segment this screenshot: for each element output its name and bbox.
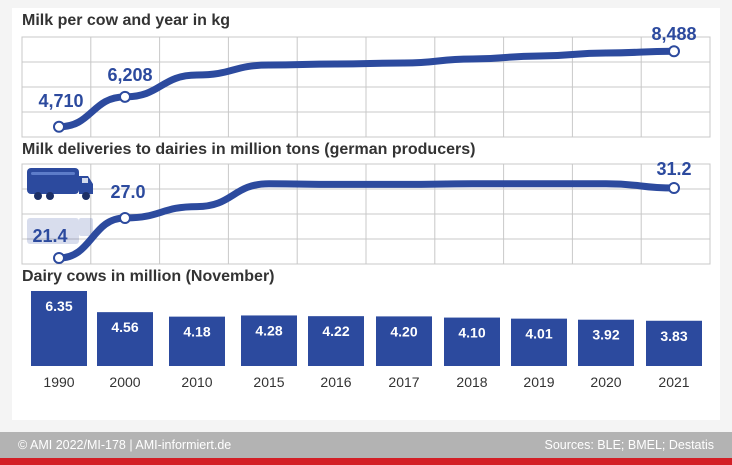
bar-label-2015: 4.28 bbox=[255, 322, 282, 338]
bar-2016 bbox=[308, 316, 364, 366]
footer-sources: Sources: BLE; BMEL; Destatis bbox=[544, 438, 714, 452]
bar-2017 bbox=[376, 316, 432, 366]
milk-truck-icon bbox=[27, 168, 93, 244]
bar-2000 bbox=[97, 312, 153, 366]
data-point-1990 bbox=[53, 120, 65, 133]
bar-2015 bbox=[241, 315, 297, 366]
data-point-2021 bbox=[668, 182, 680, 194]
footer-bar: © AMI 2022/MI-178 | AMI-informiert.de So… bbox=[0, 432, 732, 458]
bar-label-1990: 6.35 bbox=[45, 298, 72, 314]
x-tick-2020: 2020 bbox=[590, 374, 621, 390]
x-tick-2010: 2010 bbox=[181, 374, 212, 390]
bar-label-2000: 4.56 bbox=[111, 319, 138, 335]
bar-2010 bbox=[169, 316, 225, 366]
data-label-2000: 6,208 bbox=[107, 65, 152, 85]
data-point-1990 bbox=[53, 252, 65, 264]
x-tick-2021: 2021 bbox=[658, 374, 689, 390]
chart-title-milk-per-cow: Milk per cow and year in kg bbox=[22, 12, 231, 29]
x-tick-2019: 2019 bbox=[523, 374, 554, 390]
bar-2018 bbox=[444, 317, 500, 366]
bar-label-2020: 3.92 bbox=[592, 327, 619, 343]
bar-label-2016: 4.22 bbox=[322, 323, 349, 339]
data-label-2000: 27.0 bbox=[110, 182, 145, 202]
chart-title-milk-deliveries: Milk deliveries to dairies in million to… bbox=[22, 141, 476, 158]
footer-accent-strip bbox=[0, 458, 732, 465]
bar-2021 bbox=[646, 320, 702, 366]
data-point-2000 bbox=[119, 212, 131, 224]
data-label-1990: 21.4 bbox=[32, 226, 67, 246]
x-tick-1990: 1990 bbox=[43, 374, 74, 390]
series-line bbox=[55, 180, 678, 262]
dairy-cows-chart: 6.35 1990 4.56 2000 4.18 2010 4.28 2015 4.22 2016… bbox=[31, 291, 702, 390]
footer-copyright: © AMI 2022/MI-178 | AMI-informiert.de bbox=[18, 438, 232, 452]
series-line bbox=[55, 47, 678, 131]
x-tick-2016: 2016 bbox=[320, 374, 351, 390]
bar-2020 bbox=[578, 319, 634, 366]
x-tick-2018: 2018 bbox=[456, 374, 487, 390]
data-label-2021: 8,488 bbox=[651, 24, 696, 44]
x-tick-2000: 2000 bbox=[109, 374, 140, 390]
data-point-2021 bbox=[668, 45, 680, 58]
chart-title-dairy-cows: Dairy cows in million (November) bbox=[22, 268, 275, 285]
x-tick-2017: 2017 bbox=[388, 374, 419, 390]
bar-label-2010: 4.18 bbox=[183, 324, 210, 340]
data-label-1990: 4,710 bbox=[38, 91, 83, 111]
bar-label-2019: 4.01 bbox=[525, 326, 552, 342]
bar-label-2018: 4.10 bbox=[458, 325, 485, 341]
bar-2019 bbox=[511, 318, 567, 366]
milk-per-cow-chart: 4,710 6,208 8,488 bbox=[21, 24, 711, 138]
x-tick-2015: 2015 bbox=[253, 374, 284, 390]
data-label-2021: 31.2 bbox=[656, 159, 691, 179]
bar-1990 bbox=[31, 291, 87, 366]
bar-label-2017: 4.20 bbox=[390, 323, 417, 339]
milk-deliveries-chart: 21.4 27.0 31.2 bbox=[21, 159, 711, 265]
data-point-2000 bbox=[119, 90, 131, 103]
bar-label-2021: 3.83 bbox=[660, 328, 687, 344]
